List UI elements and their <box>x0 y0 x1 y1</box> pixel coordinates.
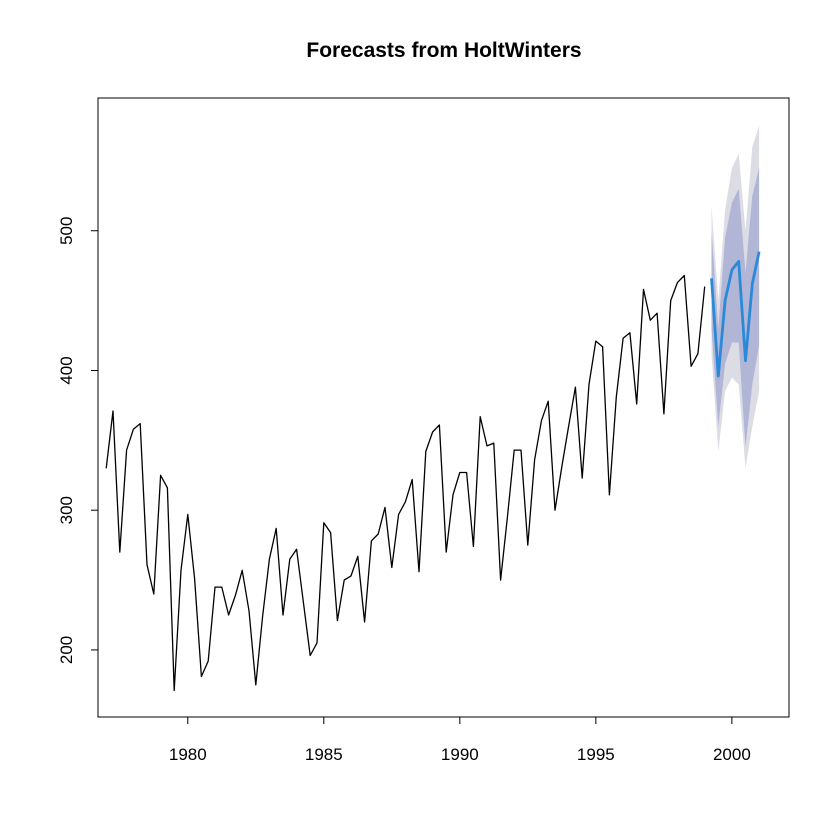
series-lines <box>105 251 761 692</box>
x-tick-label: 1980 <box>169 745 207 764</box>
y-tick-label: 400 <box>57 356 76 384</box>
x-tick-label: 1985 <box>305 745 343 764</box>
x-tick-label: 1990 <box>441 745 479 764</box>
observed-line <box>105 274 706 692</box>
chart-title: Forecasts from HoltWinters <box>306 39 581 62</box>
y-tick-label: 200 <box>57 636 76 664</box>
x-axis: 1980 1985 1990 1995 2000 <box>169 716 751 764</box>
band-80 <box>711 167 760 448</box>
plot-frame <box>97 97 790 718</box>
y-tick-label: 300 <box>57 496 76 524</box>
x-tick-label: 2000 <box>713 745 751 764</box>
y-axis: 200 300 400 500 <box>57 217 99 664</box>
y-tick-label: 500 <box>57 217 76 245</box>
x-tick-label: 1995 <box>577 745 615 764</box>
prediction-intervals <box>711 125 760 469</box>
forecast-mean-line <box>710 251 761 378</box>
